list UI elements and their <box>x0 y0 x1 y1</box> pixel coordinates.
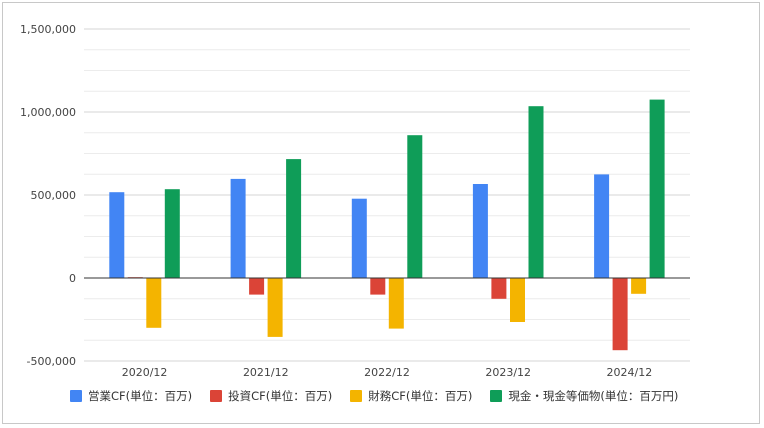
legend-swatch <box>210 390 223 402</box>
bar-series-1-2023/12 <box>491 278 507 299</box>
legend-item: 財務CF(単位：百万) <box>350 388 472 404</box>
legend-label: 営業CF(単位：百万) <box>88 389 193 403</box>
legend-label: 投資CF(単位：百万) <box>228 389 333 403</box>
x-tick-label: 2022/12 <box>364 366 410 379</box>
bar-series-0-2022/12 <box>351 198 367 278</box>
bar-series-2-2022/12 <box>388 278 404 329</box>
bar-series-0-2024/12 <box>594 174 610 278</box>
chart-frame <box>2 2 760 424</box>
bar-series-3-2021/12 <box>286 159 302 278</box>
legend: 営業CF(単位：百万) 投資CF(単位：百万) 財務CF(単位：百万) 現金・現金等価… <box>70 388 678 404</box>
y-tick-label: 0 <box>69 272 76 285</box>
y-tick-label: 1,500,000 <box>20 23 76 36</box>
legend-swatch <box>490 390 503 402</box>
bar-series-2-2023/12 <box>510 278 525 322</box>
bar-series-0-2023/12 <box>472 184 488 278</box>
y-tick-label: -500,000 <box>27 355 76 368</box>
x-tick-label: 2020/12 <box>122 366 168 379</box>
bar-series-0-2021/12 <box>230 178 246 278</box>
legend-swatch <box>350 390 363 402</box>
legend-item: 投資CF(単位：百万) <box>210 388 332 404</box>
legend-item: 営業CF(単位：百万) <box>70 388 192 404</box>
y-tick-label: 500,000 <box>31 189 77 202</box>
y-tick-label: 1,000,000 <box>20 106 76 119</box>
bar-series-0-2020/12 <box>109 192 125 278</box>
bar-series-1-2021/12 <box>249 278 265 295</box>
bar-series-2-2021/12 <box>267 278 283 337</box>
x-axis-tick-labels: 2020/12 2021/12 2022/12 2023/12 2024/12 <box>122 366 653 379</box>
bar-series-3-2022/12 <box>407 135 423 278</box>
bar-series-3-2020/12 <box>164 189 180 278</box>
bars <box>109 99 665 351</box>
y-axis-tick-labels: -500,000 0 500,000 1,000,000 1,500,000 <box>20 23 76 368</box>
bar-series-3-2023/12 <box>528 106 544 278</box>
x-tick-label: 2024/12 <box>607 366 653 379</box>
legend-label: 現金・現金等価物(単位：百万円) <box>508 389 679 403</box>
bar-series-1-2024/12 <box>612 278 628 351</box>
legend-swatch <box>70 390 82 402</box>
gridlines <box>84 28 690 362</box>
bar-series-3-2024/12 <box>649 99 665 278</box>
x-tick-label: 2023/12 <box>485 366 531 379</box>
bar-series-2-2024/12 <box>631 278 647 294</box>
legend-item: 現金・現金等価物(単位：百万円) <box>490 388 678 404</box>
x-tick-label: 2021/12 <box>243 366 289 379</box>
legend-label: 財務CF(単位：百万) <box>368 389 473 403</box>
bar-series-2-2020/12 <box>146 278 162 328</box>
bar-series-1-2022/12 <box>370 278 386 295</box>
